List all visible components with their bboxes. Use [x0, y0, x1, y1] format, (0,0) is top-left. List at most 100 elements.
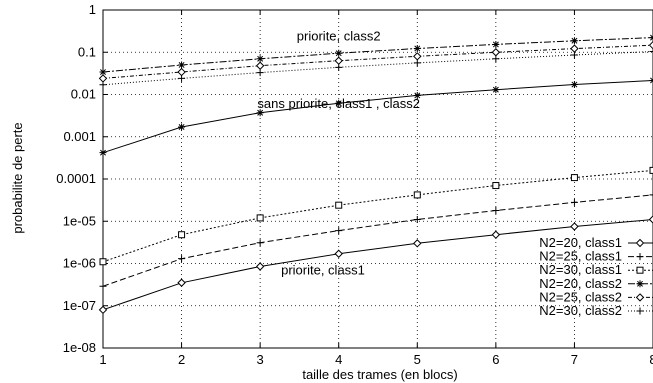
data-point: [413, 52, 422, 61]
axis-layer: 1 2 3 4 5 6 7 8 1 0.1 0.01 0.001 0.0001 1e-05 1e-06 1e-…: [56, 2, 653, 367]
data-point: [178, 74, 186, 82]
y-tick-label: 0.0001: [56, 171, 96, 186]
x-axis-label: taille des trames (en blocs): [302, 367, 457, 382]
data-point: [255, 61, 265, 70]
data-point: [256, 109, 264, 117]
data-point: [491, 230, 501, 239]
data-point: [177, 67, 186, 77]
data-point: [413, 191, 421, 199]
y-tick-label: 1e-06: [63, 256, 96, 271]
data-point: [648, 40, 653, 50]
series-4: [99, 34, 653, 76]
data-point: [492, 86, 500, 94]
data-point: [98, 74, 108, 83]
series-7: [99, 76, 653, 157]
data-point: [255, 262, 265, 271]
series-layer: [98, 34, 653, 315]
data-point: [256, 214, 264, 222]
data-point: [335, 49, 343, 57]
legend-entry-marker: [635, 238, 645, 248]
data-point: [649, 34, 653, 42]
y-tick-label: 1e-07: [63, 298, 96, 313]
x-tick-label: 3: [257, 352, 264, 367]
data-point: [649, 191, 653, 199]
series-line: [102, 219, 653, 311]
data-point: [335, 201, 343, 209]
annotation-text: priorite, class1: [281, 262, 365, 277]
legend-entry-label: N2=30, class1: [539, 262, 622, 277]
data-point: [98, 305, 108, 315]
data-point: [99, 68, 107, 76]
series-2: [99, 191, 653, 290]
y-tick-label: 0.1: [78, 44, 96, 59]
legend-entry-label: N2=20, class1: [539, 235, 622, 250]
y-tick-label: 0.001: [63, 129, 96, 144]
series-line: [102, 37, 653, 73]
data-point: [570, 37, 578, 45]
annotation-text: sans priorite, class1 , class2: [257, 96, 420, 111]
data-point: [178, 123, 186, 131]
data-point: [99, 282, 107, 290]
data-point: [99, 81, 107, 89]
data-point: [177, 278, 186, 287]
data-point: [649, 48, 653, 56]
data-point: [492, 206, 500, 214]
data-point: [99, 258, 107, 266]
series-line: [102, 169, 653, 263]
y-tick-label: 1e-08: [63, 340, 96, 355]
legend-entry-marker: [636, 307, 644, 315]
series-line: [102, 44, 653, 79]
data-point: [492, 40, 500, 48]
annotation-text: priorite, class2: [297, 28, 381, 43]
data-point: [413, 216, 421, 224]
data-point: [413, 59, 421, 67]
data-point: [570, 81, 578, 89]
y-tick-label: 1: [89, 2, 96, 17]
data-point: [413, 239, 422, 248]
data-point: [492, 55, 500, 63]
series-line: [102, 80, 653, 154]
series-line: [102, 51, 653, 86]
data-point: [178, 61, 186, 69]
y-tick-label: 0.01: [71, 87, 96, 102]
data-point: [178, 231, 186, 239]
series-3: [99, 166, 653, 266]
x-tick-label: 6: [492, 352, 499, 367]
data-point: [256, 239, 264, 247]
legend-entry-label: N2=25, class1: [539, 249, 622, 264]
annotation-layer: priorite, class2 sans priorite, class1 , …: [257, 28, 420, 277]
legend-entry-label: N2=30, class2: [539, 303, 622, 318]
data-point: [334, 249, 343, 258]
data-point: [570, 51, 578, 59]
legend-entry-marker: [636, 253, 644, 261]
data-point: [334, 56, 343, 65]
data-point: [570, 198, 578, 206]
data-point: [492, 182, 500, 190]
data-point: [570, 222, 579, 231]
data-point: [335, 99, 343, 107]
x-tick-label: 7: [571, 352, 578, 367]
data-point: [256, 55, 264, 63]
legend-entry-label: N2=25, class2: [539, 289, 622, 304]
data-point: [178, 255, 186, 263]
data-point: [413, 91, 421, 99]
series-line: [102, 194, 653, 287]
series-6: [99, 48, 653, 89]
series-1: [98, 215, 653, 315]
data-point: [491, 48, 501, 57]
data-point: [570, 174, 578, 182]
legend-entry-marker: [636, 280, 644, 288]
x-tick-label: 8: [649, 352, 653, 367]
data-point: [648, 215, 653, 224]
data-point: [335, 227, 343, 235]
data-point: [99, 149, 107, 157]
x-tick-label: 2: [178, 352, 185, 367]
x-tick-label: 4: [335, 352, 342, 367]
series-5: [98, 40, 653, 83]
data-point: [570, 44, 579, 53]
data-point: [256, 69, 264, 77]
y-axis-label: probabilite de perte: [10, 122, 25, 233]
legend-entry-marker: [635, 293, 645, 302]
